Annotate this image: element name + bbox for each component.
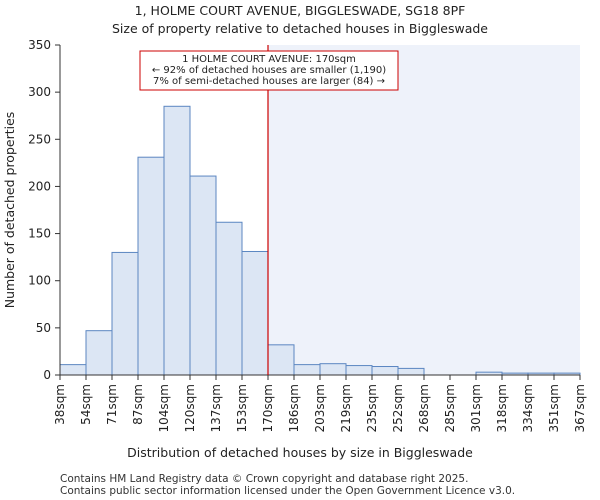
x-tick-label-203sqm: 203sqm xyxy=(313,384,327,432)
x-tick-label-71sqm: 71sqm xyxy=(105,384,119,425)
x-tick-label-153sqm: 153sqm xyxy=(235,384,249,432)
x-tick-label-120sqm: 120sqm xyxy=(183,384,197,432)
footer-line-1: Contains HM Land Registry data © Crown c… xyxy=(60,473,468,485)
bar-120sqm xyxy=(189,175,217,376)
annotation-line-2: ← 92% of detached houses are smaller (1,… xyxy=(152,65,386,76)
x-tick-label-170sqm: 170sqm xyxy=(261,384,275,432)
x-tick-label-104sqm: 104sqm xyxy=(157,384,171,432)
y-tick-label-250: 250 xyxy=(28,132,51,146)
bar-54sqm xyxy=(85,330,113,376)
x-tick-label-367sqm: 367sqm xyxy=(573,384,587,432)
x-tick-label-334sqm: 334sqm xyxy=(521,384,535,432)
x-tick-label-252sqm: 252sqm xyxy=(391,384,405,432)
bar-87sqm xyxy=(137,156,165,376)
y-tick-label-200: 200 xyxy=(28,179,51,193)
bar-252sqm xyxy=(397,367,425,376)
bar-104sqm xyxy=(163,105,191,376)
x-tick-label-186sqm: 186sqm xyxy=(287,384,301,432)
chart-title: 1, HOLME COURT AVENUE, BIGGLESWADE, SG18… xyxy=(135,3,466,18)
y-tick-label-50: 50 xyxy=(36,321,51,335)
bar-137sqm xyxy=(215,221,243,376)
y-tick-label-100: 100 xyxy=(28,274,51,288)
bar-219sqm xyxy=(345,365,373,376)
y-tick-label-150: 150 xyxy=(28,227,51,241)
bar-203sqm xyxy=(319,363,347,376)
y-tick-label-300: 300 xyxy=(28,85,51,99)
x-tick-label-268sqm: 268sqm xyxy=(417,384,431,432)
x-tick-label-38sqm: 38sqm xyxy=(53,384,67,425)
x-tick-label-351sqm: 351sqm xyxy=(547,384,561,432)
ticks-layer: 0 50 100 150 200 250 300 350 38sqm 54sqm 71sqm 87sq… xyxy=(28,38,587,432)
bar-235sqm xyxy=(371,366,399,376)
x-axis-label: Distribution of detached houses by size … xyxy=(127,445,473,460)
annotation-border xyxy=(139,50,399,91)
highlight-region xyxy=(268,45,580,375)
bars-layer xyxy=(59,105,581,376)
y-axis-label: Number of detached properties xyxy=(2,112,17,309)
x-tick-label-235sqm: 235sqm xyxy=(365,384,379,432)
x-tick-label-318sqm: 318sqm xyxy=(495,384,509,432)
x-tick-label-219sqm: 219sqm xyxy=(339,384,353,432)
x-tick-label-137sqm: 137sqm xyxy=(209,384,223,432)
annotation-line-3: 7% of semi-detached houses are larger (8… xyxy=(153,76,385,87)
x-tick-label-301sqm: 301sqm xyxy=(469,384,483,432)
annotation-box: 1 HOLME COURT AVENUE: 170sqm ← 92% of de… xyxy=(139,50,399,91)
bar-38sqm xyxy=(59,364,87,376)
bar-186sqm xyxy=(293,364,321,376)
footer-line-2: Contains public sector information licen… xyxy=(60,485,515,497)
y-tick-label-350: 350 xyxy=(28,38,51,52)
bar-170sqm xyxy=(267,344,295,376)
annotation-line-1: 1 HOLME COURT AVENUE: 170sqm xyxy=(182,54,356,65)
chart-subtitle: Size of property relative to detached ho… xyxy=(112,21,488,36)
x-tick-label-87sqm: 87sqm xyxy=(131,384,145,425)
highlight-layer xyxy=(268,45,580,375)
x-tick-label-285sqm: 285sqm xyxy=(443,384,457,432)
bar-71sqm xyxy=(111,251,139,376)
bar-153sqm xyxy=(241,250,269,376)
y-tick-label-0: 0 xyxy=(43,368,51,382)
x-tick-label-54sqm: 54sqm xyxy=(79,384,93,425)
